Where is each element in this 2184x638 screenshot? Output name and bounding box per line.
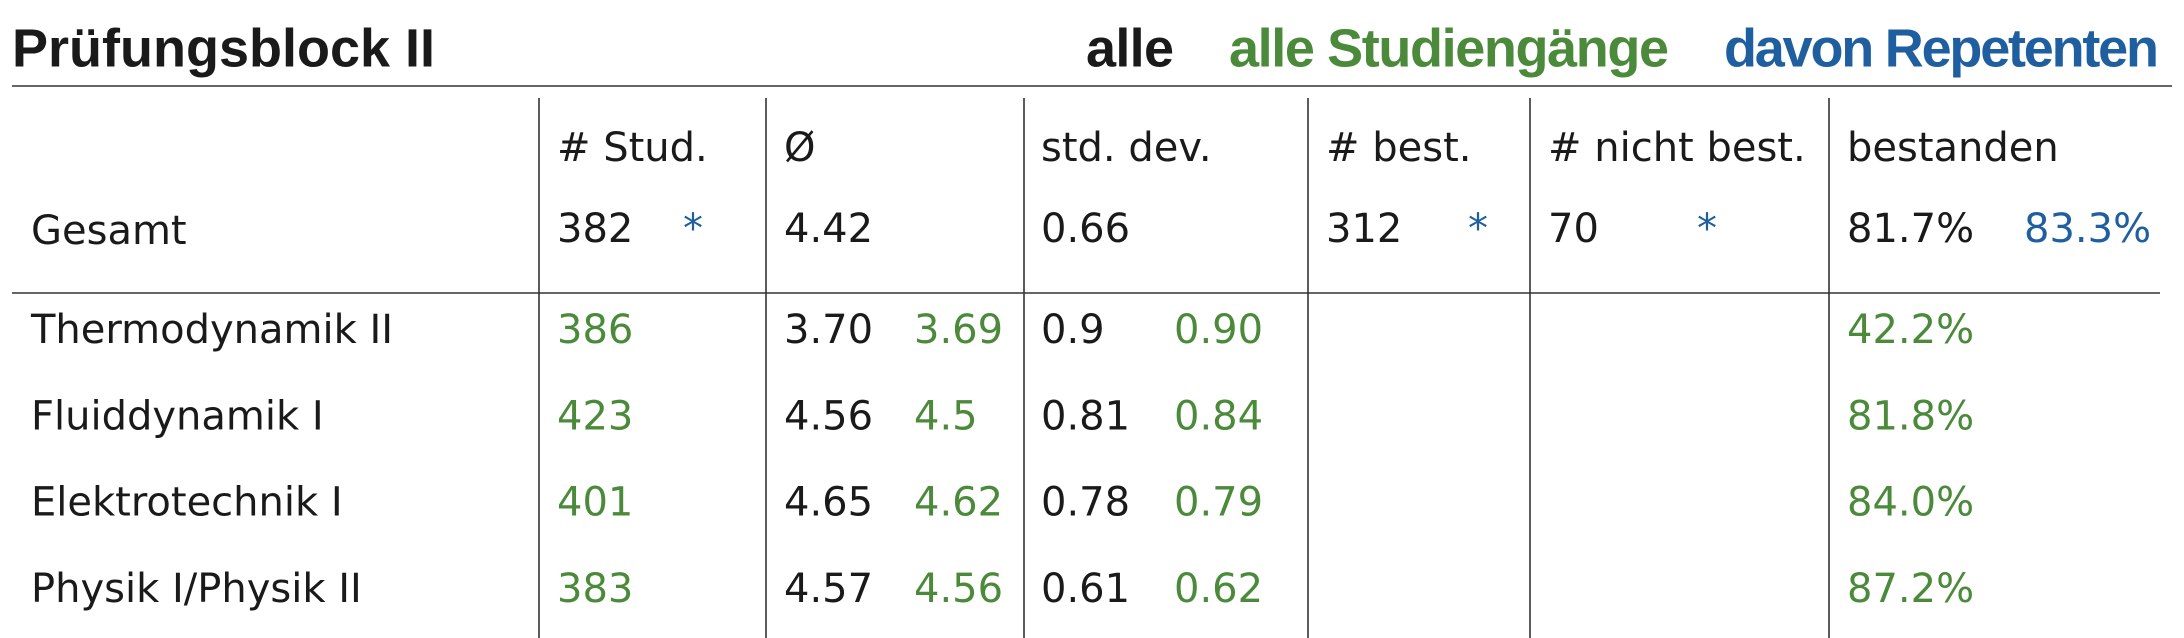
column-header: std. dev. <box>1041 125 1212 171</box>
total-cell: * <box>683 206 703 252</box>
total-cell: 4.42 <box>784 206 873 252</box>
legend-all: alle <box>1086 18 1174 78</box>
total-label: Gesamt <box>31 208 187 254</box>
total-cell: * <box>1697 206 1717 252</box>
cell: 383 <box>557 566 633 612</box>
total-cell: 83.3% <box>2024 206 2151 252</box>
title: Prüfungsblock II <box>12 18 435 78</box>
cell: 0.90 <box>1174 307 1263 353</box>
row-label: Fluiddynamik I <box>31 393 324 439</box>
cell: 4.56 <box>914 566 1003 612</box>
cell: 4.56 <box>784 393 873 439</box>
column-header: # best. <box>1326 125 1471 171</box>
total-cell: 312 <box>1326 206 1402 252</box>
cell: 401 <box>557 480 633 526</box>
total-cell: 70 <box>1548 206 1599 252</box>
total-cell: * <box>1468 206 1488 252</box>
total-cell: 81.7% <box>1847 206 1974 252</box>
total-cell: 0.66 <box>1041 206 1130 252</box>
cell: 4.62 <box>914 480 1003 526</box>
column-header: # nicht best. <box>1548 125 1806 171</box>
cell: 3.69 <box>914 307 1003 353</box>
cell: 42.2% <box>1847 307 1974 353</box>
column-header: # Stud. <box>557 125 708 171</box>
cell: 386 <box>557 307 633 353</box>
column-header: bestanden <box>1847 125 2059 171</box>
cell: 0.9 <box>1041 307 1105 353</box>
cell: 84.0% <box>1847 480 1974 526</box>
cell: 4.65 <box>784 480 873 526</box>
legend-programs: alle Studiengänge <box>1229 18 1669 78</box>
cell: 423 <box>557 393 633 439</box>
column-header: Ø <box>784 125 815 171</box>
column-lines <box>538 98 1830 638</box>
row-label: Elektrotechnik I <box>31 480 343 526</box>
cell: 0.81 <box>1041 393 1130 439</box>
cell: 0.62 <box>1174 566 1263 612</box>
cell: 4.57 <box>784 566 873 612</box>
cell: 3.70 <box>784 307 873 353</box>
cell: 0.78 <box>1041 480 1130 526</box>
row-label: Physik I/Physik II <box>31 566 362 612</box>
cell: 87.2% <box>1847 566 1974 612</box>
cell: 4.5 <box>914 393 978 439</box>
total-cell: 382 <box>557 206 633 252</box>
cell: 0.84 <box>1174 393 1263 439</box>
cell: 0.61 <box>1041 566 1130 612</box>
legend-repeaters: davon Repetenten <box>1724 18 2159 78</box>
row-label: Thermodynamik II <box>30 307 393 353</box>
cell: 81.8% <box>1847 393 1974 439</box>
cell: 0.79 <box>1174 480 1263 526</box>
